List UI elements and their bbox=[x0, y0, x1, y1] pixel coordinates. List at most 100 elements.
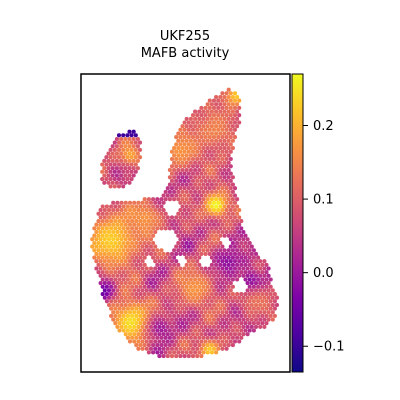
spot bbox=[106, 273, 112, 278]
spot bbox=[109, 211, 114, 216]
spot bbox=[243, 262, 248, 267]
spot bbox=[121, 277, 126, 282]
spot bbox=[207, 178, 212, 183]
spot bbox=[216, 193, 221, 198]
spot bbox=[176, 343, 181, 348]
spot bbox=[113, 204, 118, 209]
spot bbox=[211, 193, 217, 198]
spot bbox=[226, 197, 231, 202]
spot bbox=[193, 211, 198, 216]
spot bbox=[182, 266, 187, 271]
spot bbox=[190, 215, 196, 220]
spot bbox=[195, 229, 200, 235]
spot bbox=[256, 306, 261, 311]
spot bbox=[115, 200, 120, 205]
spot bbox=[220, 310, 225, 315]
spot bbox=[121, 292, 126, 297]
spot bbox=[178, 164, 183, 169]
spot bbox=[205, 131, 210, 136]
spot bbox=[123, 244, 128, 249]
spot bbox=[157, 222, 162, 227]
spot bbox=[211, 332, 217, 337]
spot bbox=[188, 350, 193, 355]
spot bbox=[123, 136, 128, 142]
spot bbox=[121, 219, 126, 224]
spot bbox=[100, 284, 105, 289]
spot bbox=[161, 324, 166, 329]
spot bbox=[201, 160, 206, 165]
spot bbox=[203, 339, 208, 344]
spot bbox=[169, 259, 175, 264]
spot bbox=[138, 292, 143, 297]
spot bbox=[251, 248, 256, 253]
spot bbox=[169, 149, 175, 154]
spot bbox=[222, 292, 227, 297]
spot bbox=[102, 251, 107, 256]
spot bbox=[180, 306, 185, 311]
spot bbox=[224, 222, 229, 227]
spot bbox=[106, 259, 112, 264]
spot bbox=[220, 215, 225, 220]
spot bbox=[207, 105, 212, 110]
spot bbox=[155, 219, 160, 224]
spot bbox=[193, 321, 198, 326]
spot bbox=[132, 324, 137, 329]
spot bbox=[142, 240, 147, 246]
spot bbox=[209, 321, 214, 326]
spot bbox=[220, 339, 225, 344]
spot bbox=[241, 266, 246, 271]
spot bbox=[222, 189, 227, 194]
spot bbox=[119, 200, 124, 205]
spot bbox=[165, 193, 170, 198]
spot bbox=[197, 160, 202, 165]
spot bbox=[184, 197, 189, 202]
spot bbox=[163, 335, 168, 340]
spot bbox=[146, 299, 151, 304]
spot bbox=[222, 262, 227, 267]
spot bbox=[224, 105, 229, 110]
spot bbox=[224, 332, 229, 337]
spot bbox=[224, 273, 229, 278]
spot bbox=[137, 147, 143, 152]
spot bbox=[237, 259, 242, 264]
spot bbox=[262, 288, 267, 293]
spot bbox=[262, 310, 267, 315]
spot bbox=[125, 177, 130, 182]
spot bbox=[151, 270, 156, 275]
spot bbox=[123, 144, 128, 149]
spot bbox=[157, 273, 162, 278]
spot bbox=[106, 158, 111, 163]
spot bbox=[203, 208, 208, 213]
spot bbox=[113, 306, 118, 311]
spot bbox=[94, 237, 99, 242]
spot bbox=[188, 270, 193, 275]
spot bbox=[148, 208, 154, 213]
spot bbox=[205, 233, 210, 238]
spot bbox=[104, 292, 109, 297]
spot bbox=[216, 164, 221, 169]
spot bbox=[155, 262, 160, 267]
spot bbox=[207, 266, 212, 271]
spot bbox=[199, 142, 204, 147]
spot bbox=[125, 233, 130, 238]
spot bbox=[216, 310, 221, 315]
spot bbox=[174, 193, 179, 198]
spot bbox=[245, 237, 250, 242]
spot bbox=[148, 229, 154, 235]
spot bbox=[134, 204, 139, 209]
spot bbox=[151, 313, 156, 318]
spot bbox=[167, 189, 172, 194]
spot bbox=[96, 211, 101, 216]
spot bbox=[184, 313, 189, 318]
spot bbox=[251, 328, 256, 333]
spot bbox=[224, 281, 229, 286]
spot bbox=[127, 324, 133, 329]
spot bbox=[151, 335, 156, 340]
spot bbox=[186, 302, 191, 308]
spot bbox=[157, 310, 162, 315]
spot bbox=[123, 173, 128, 178]
spot bbox=[159, 335, 164, 340]
spot bbox=[207, 171, 212, 176]
spot bbox=[159, 197, 164, 202]
spot bbox=[243, 299, 248, 304]
